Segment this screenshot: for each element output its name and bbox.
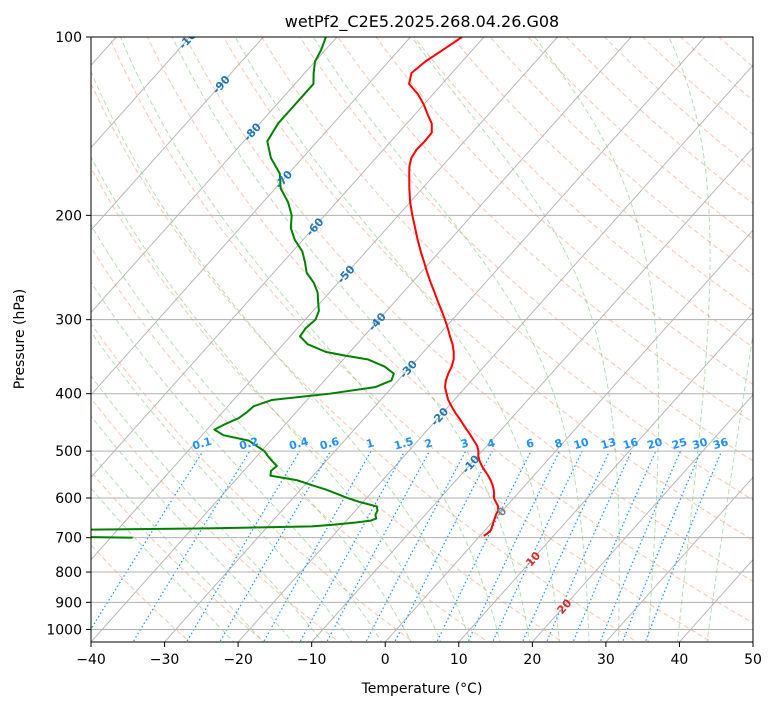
chart-title: wetPf2_C2E5.2025.268.04.26.G08: [285, 12, 559, 32]
mixing-ratio-label: 30: [691, 435, 710, 452]
mixing-ratio-label: 8: [553, 436, 564, 451]
isotherm: [91, 37, 264, 231]
moist-adiabat: [91, 375, 323, 642]
dry-adiabat: [223, 37, 753, 541]
isotherm: [91, 37, 558, 561]
y-tick-label: 600: [55, 491, 82, 507]
mixing-ratio-label: 36: [712, 435, 731, 452]
isotherm: [384, 229, 753, 642]
x-tick-label: 40: [671, 652, 689, 668]
isotherm: [91, 37, 485, 478]
y-tick-label: 400: [55, 387, 82, 403]
plot-background: [91, 37, 753, 642]
plot-frame: [90, 36, 754, 643]
mixing-ratio-line: [644, 450, 723, 642]
mixing-ratio-line: [219, 450, 332, 642]
mixing-ratio-line: [91, 450, 204, 630]
mixing-ratio-label: 10: [572, 435, 591, 452]
dewpoint-profile: [91, 37, 395, 539]
mixing-ratio-line: [185, 450, 301, 642]
x-tick-label: 30: [597, 652, 615, 668]
mixing-ratio-label: 1: [365, 436, 376, 451]
mixing-ratio-label: 6: [525, 436, 536, 451]
y-tick-label: 100: [55, 30, 82, 46]
mixing-ratio-line: [394, 450, 493, 642]
x-tick-label: −20: [223, 652, 253, 668]
isotherm: [605, 476, 753, 642]
y-tick-label: 300: [55, 313, 82, 329]
y-tick-label: 1000: [46, 622, 82, 638]
mixing-ratio-label: 2: [423, 436, 434, 451]
y-axis-title: Pressure (hPa): [12, 289, 28, 389]
isotherm: [531, 394, 753, 642]
x-axis-title: Temperature (°C): [361, 681, 483, 697]
mixing-ratio-label: 13: [599, 435, 617, 452]
mixing-ratio-label: 3: [459, 436, 470, 451]
isotherm: [458, 311, 753, 642]
x-tick-label: 10: [450, 652, 468, 668]
mixing-ratio-line: [492, 450, 583, 642]
x-tick-label: 50: [744, 652, 762, 668]
x-axis: −40 −30 −20 −10 0 10 20 30 40 50: [76, 642, 762, 668]
x-tick-label: 0: [381, 652, 390, 668]
isotherm: [91, 37, 411, 396]
y-tick-label: 200: [55, 208, 82, 224]
mixing-ratio-label: 0.4: [288, 435, 311, 453]
mixing-ratio-line: [467, 450, 561, 642]
dry-adiabat: [184, 37, 753, 582]
mixing-ratio-line: [365, 450, 467, 642]
dry-adiabat: [91, 82, 639, 642]
moist-adiabat: [91, 155, 442, 642]
isotherm: [91, 37, 632, 642]
x-tick-label: −40: [76, 652, 106, 668]
mixing-ratio-label: 0.6: [318, 435, 341, 453]
isotherm: [237, 64, 753, 642]
mixing-ratio-label: 25: [670, 435, 688, 452]
y-axis: 100 200 300 400 500 600 700 800 900 1000: [46, 30, 91, 638]
y-tick-label: 800: [55, 565, 82, 581]
moist-adiabat: [91, 70, 472, 642]
isotherm: [91, 37, 191, 149]
mixing-ratio-line: [621, 450, 702, 642]
mixing-ratio-line: [599, 450, 681, 642]
x-tick-label: −30: [150, 652, 180, 668]
profile-lines: [91, 37, 500, 539]
isotherm: [311, 146, 753, 642]
mixing-ratio-label: 4: [486, 436, 497, 451]
mixing-ratio-label: 1.5: [393, 435, 415, 453]
isotherm: [91, 37, 338, 314]
y-tick-label: 500: [55, 444, 82, 460]
isotherm: [164, 37, 706, 642]
x-tick-label: 20: [523, 652, 541, 668]
mixing-ratio-label: 16: [621, 435, 640, 452]
dry-adiabat: [261, 37, 753, 501]
mixing-ratio-label: 0.1: [191, 435, 213, 453]
y-tick-label: 700: [55, 531, 82, 547]
pressure-grid: [91, 37, 753, 630]
y-tick-label: 900: [55, 595, 82, 611]
x-tick-label: −10: [297, 652, 327, 668]
mixing-ratio-line: [132, 450, 251, 642]
temperature-profile: [408, 37, 500, 537]
mixing-ratio-label: 20: [646, 435, 665, 452]
mixing-ratio-line: [326, 450, 431, 642]
mixing-ratio-label: 0.2: [238, 435, 260, 453]
dry-adiabat: [375, 37, 753, 386]
dry-adiabat: [337, 37, 753, 423]
